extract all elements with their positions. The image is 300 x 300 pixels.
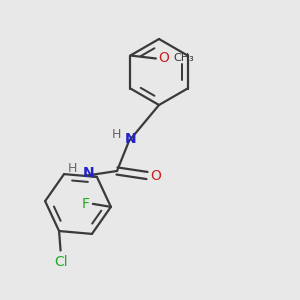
Text: Cl: Cl — [54, 255, 68, 269]
Text: N: N — [83, 166, 94, 180]
Text: O: O — [151, 169, 161, 182]
Text: O: O — [158, 51, 169, 65]
Text: CH₃: CH₃ — [173, 53, 194, 63]
Text: F: F — [81, 197, 89, 211]
Text: H: H — [68, 162, 77, 176]
Text: N: N — [125, 132, 136, 145]
Text: H: H — [112, 128, 121, 141]
